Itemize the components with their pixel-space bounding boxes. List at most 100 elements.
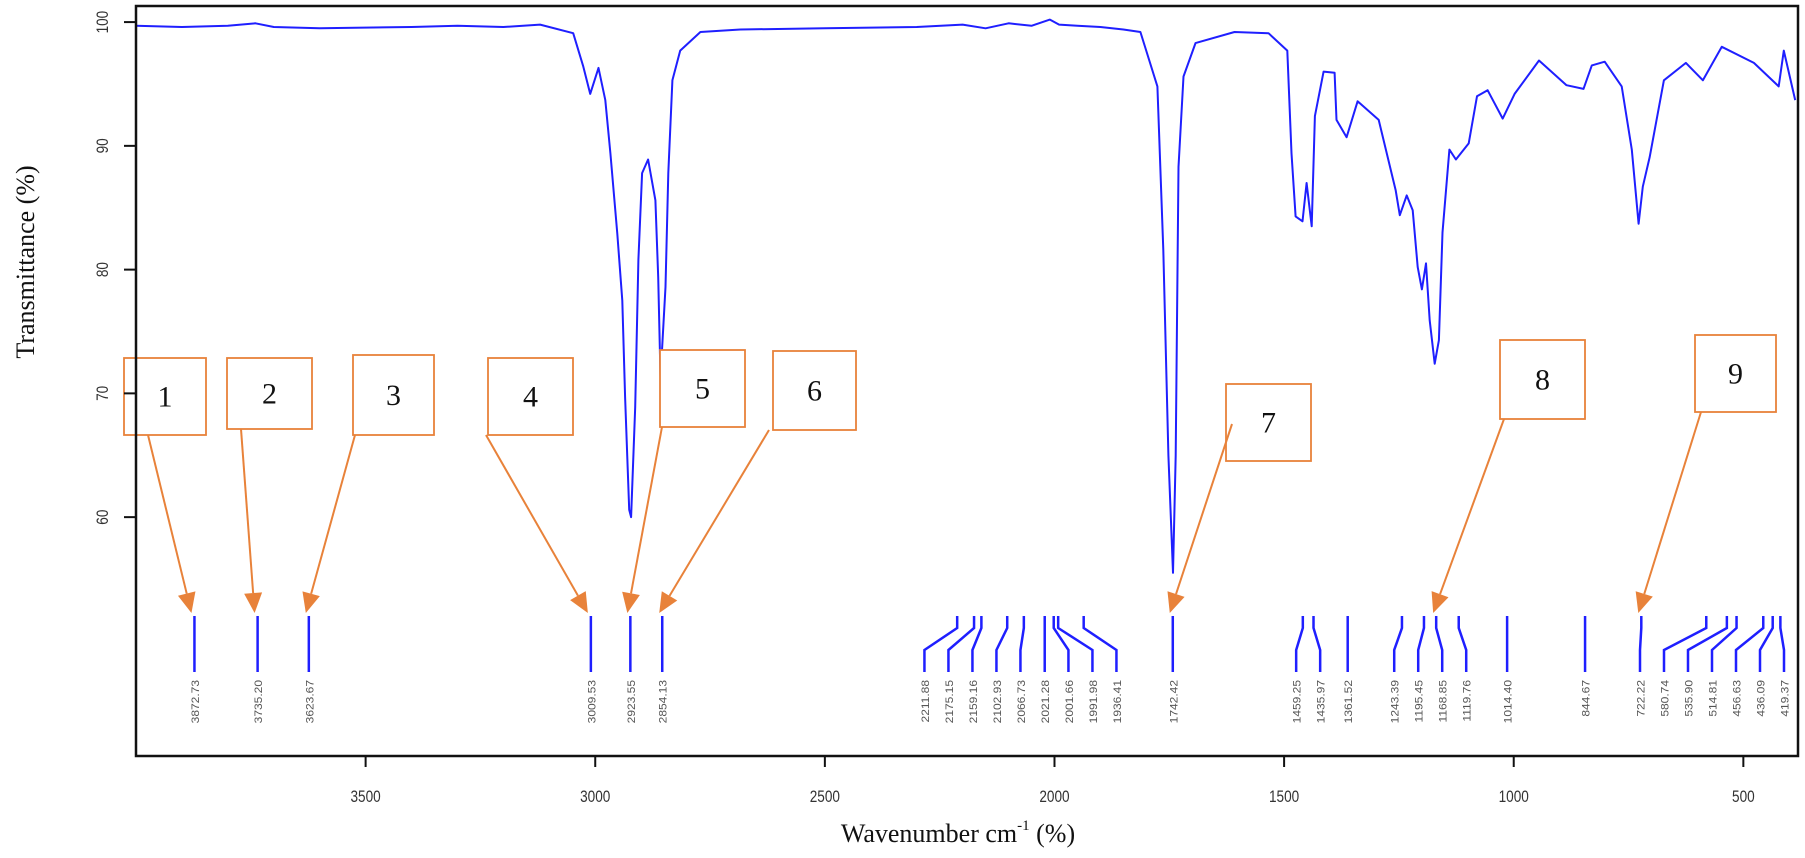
annotation-arrow-shaft xyxy=(240,428,255,594)
peak-label: 1459.25 xyxy=(1292,680,1303,723)
annotation-arrow-head xyxy=(570,591,588,613)
annotation-arrow-head xyxy=(1431,591,1449,613)
peak-label: 2923.55 xyxy=(626,680,637,723)
peak-marker xyxy=(1434,616,1444,672)
spectrum-line xyxy=(135,18,1797,574)
annotation-number: 4 xyxy=(523,381,538,414)
annotation-8: 8 xyxy=(1431,339,1586,613)
x-tick-label: 3000 xyxy=(580,788,610,807)
peak-label: 2021.28 xyxy=(1040,680,1051,723)
y-tick-label: 60 xyxy=(94,510,113,525)
annotation-2: 2 xyxy=(226,357,313,613)
annotation-box xyxy=(1499,339,1586,420)
annotation-number: 2 xyxy=(262,378,277,411)
peak-marker xyxy=(1686,616,1729,672)
peak-marker xyxy=(1416,616,1426,672)
y-tick-label: 70 xyxy=(94,386,113,401)
peak-label: 580.74 xyxy=(1660,679,1671,716)
peak-label: 2211.88 xyxy=(920,680,931,722)
peak-marker xyxy=(1019,616,1026,672)
peak-marker xyxy=(1312,616,1322,672)
annotation-arrow-shaft xyxy=(485,434,579,597)
peak-label: 1243.39 xyxy=(1390,680,1401,723)
peak-marker xyxy=(971,616,983,672)
annotation-box xyxy=(123,357,207,436)
annotation-3: 3 xyxy=(302,354,435,613)
annotation-arrow-shaft xyxy=(668,429,770,597)
annotation-arrow-head xyxy=(1167,591,1185,613)
peak-marker xyxy=(1779,616,1786,672)
peak-label: 3623.67 xyxy=(305,680,316,723)
annotation-number: 5 xyxy=(695,373,710,406)
annotation-1: 1 xyxy=(123,357,207,613)
peak-label: 535.90 xyxy=(1684,680,1695,717)
annotation-box xyxy=(352,354,435,436)
peak-label: 1195.45 xyxy=(1414,680,1425,722)
annotation-arrow-head xyxy=(302,591,320,613)
annotation-arrow-head xyxy=(177,591,196,613)
annotation-box xyxy=(659,349,746,428)
peak-marker xyxy=(1710,616,1738,672)
peak-label: 1991.98 xyxy=(1088,680,1099,723)
peak-label: 1435.97 xyxy=(1316,680,1327,723)
y-tick-label: 80 xyxy=(94,262,113,277)
annotation-arrow-shaft xyxy=(310,434,356,594)
annotation-arrow-head xyxy=(1635,591,1653,613)
peak-label: 1014.40 xyxy=(1503,680,1514,723)
annotation-arrow-head xyxy=(244,592,263,613)
peak-marker xyxy=(923,616,959,672)
annotation-number: 6 xyxy=(807,375,822,408)
peak-label: 456.63 xyxy=(1732,680,1743,717)
peak-marker xyxy=(1294,616,1305,672)
annotation-arrow-shaft xyxy=(1439,418,1505,595)
annotation-arrow-shaft xyxy=(1175,423,1233,595)
annotations-layer: 1 2 3 4 5 6 7 8 9 xyxy=(123,334,1777,613)
peak-label: 3735.20 xyxy=(254,680,265,723)
x-tick-label: 1000 xyxy=(1499,788,1529,807)
annotation-5: 5 xyxy=(622,349,746,613)
x-tick-label: 2000 xyxy=(1039,788,1069,807)
peak-marker xyxy=(1056,616,1094,672)
annotation-number: 1 xyxy=(158,381,173,414)
annotation-arrow-head xyxy=(622,591,640,613)
annotation-number: 8 xyxy=(1535,364,1550,397)
axes-layer: 3500 3000 2500 2000 1500 1000 500 60 70 80 90 100 xyxy=(94,11,1755,807)
peak-label: 1936.41 xyxy=(1112,680,1123,723)
annotation-box xyxy=(1225,383,1312,462)
annotation-6: 6 xyxy=(659,350,857,613)
peak-markers-layer: 3872.73 3735.20 3623.67 3009.53 2923.55 2854.… xyxy=(190,616,1791,723)
peak-label: 3009.53 xyxy=(587,680,598,723)
annotation-box xyxy=(1694,334,1777,413)
peak-label: 2066.73 xyxy=(1016,680,1027,723)
peak-label: 1168.85 xyxy=(1438,680,1449,722)
peak-label: 436.09 xyxy=(1756,680,1767,717)
annotation-arrow-shaft xyxy=(1643,411,1702,595)
x-tick-label: 3500 xyxy=(351,788,381,807)
x-tick-label: 500 xyxy=(1732,788,1755,807)
peak-label: 419.37 xyxy=(1780,680,1791,717)
peak-label: 844.67 xyxy=(1581,680,1592,717)
annotation-number: 3 xyxy=(386,379,401,412)
x-axis-title-main: Wavenumber cm xyxy=(841,819,1017,848)
annotation-9: 9 xyxy=(1635,334,1777,613)
y-tick-label: 90 xyxy=(94,138,113,153)
annotation-box xyxy=(487,357,574,436)
peak-label: 2102.93 xyxy=(992,680,1003,723)
annotation-arrow-shaft xyxy=(630,426,663,594)
peak-marker xyxy=(995,616,1009,672)
peak-label: 514.81 xyxy=(1708,680,1719,717)
annotation-number: 7 xyxy=(1261,407,1276,440)
peak-label: 2175.15 xyxy=(944,680,955,723)
annotation-box xyxy=(772,350,857,431)
x-tick-label: 2500 xyxy=(810,788,840,807)
annotation-arrow-shaft xyxy=(147,434,188,594)
y-tick-label: 100 xyxy=(94,11,113,34)
x-axis-title-suffix: (%) xyxy=(1030,819,1075,848)
peak-marker xyxy=(1457,616,1468,672)
peak-label: 3872.73 xyxy=(190,680,201,723)
annotation-4: 4 xyxy=(485,357,588,613)
plot-frame xyxy=(134,4,1800,758)
peak-marker xyxy=(1082,616,1118,672)
peak-marker xyxy=(1392,616,1404,672)
peak-label: 2159.16 xyxy=(968,680,979,723)
